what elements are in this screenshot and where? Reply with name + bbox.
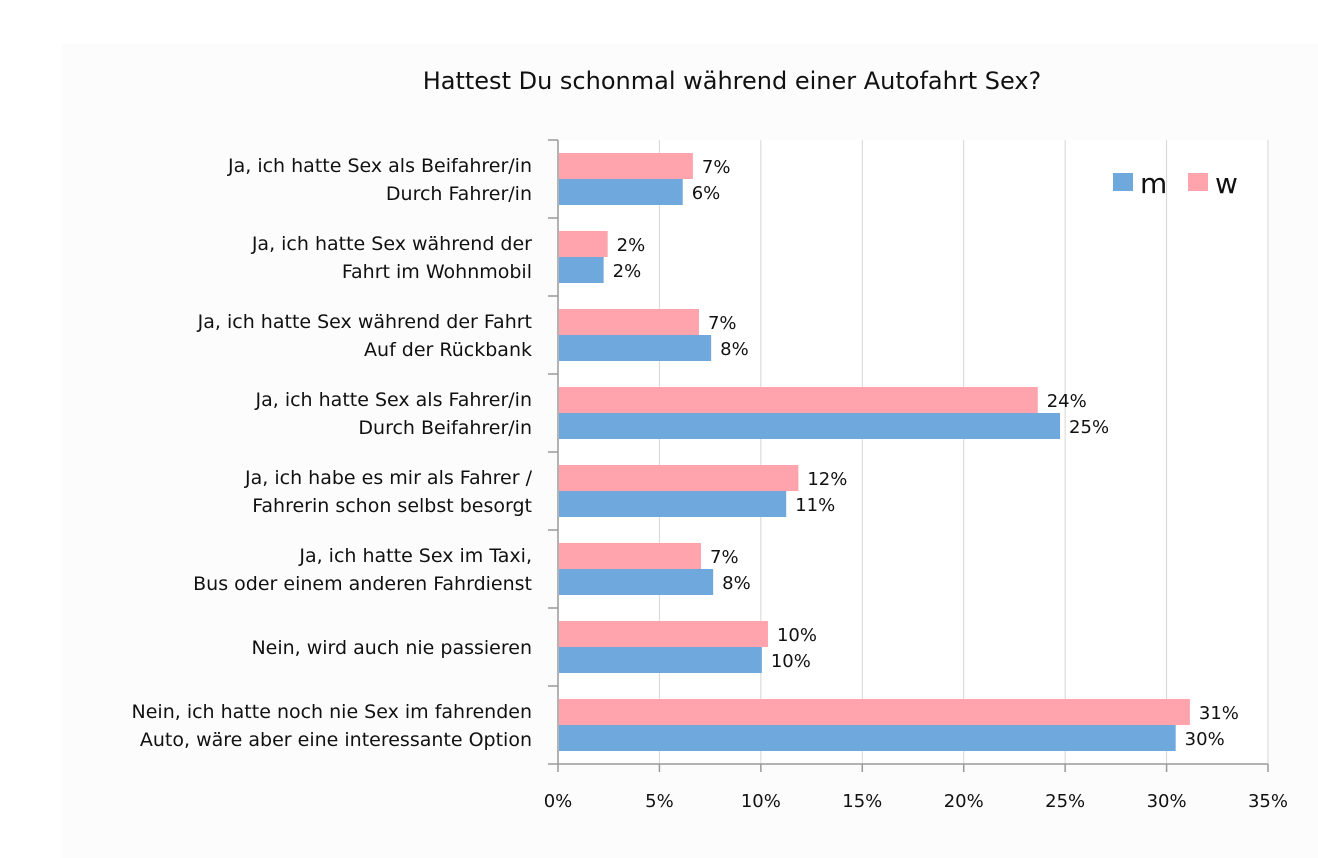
legend-label-w: w	[1215, 167, 1238, 200]
bar-m	[559, 725, 1176, 751]
x-tick-label: 5%	[645, 791, 674, 812]
category-label: Auf der Rückbank	[364, 339, 532, 361]
bar-m	[559, 335, 712, 361]
x-tick-label: 0%	[544, 791, 573, 812]
category-label: Ja, ich hatte Sex als Fahrer/in	[255, 389, 533, 411]
x-tick-label: 35%	[1248, 791, 1288, 812]
category-label: Durch Beifahrer/in	[358, 417, 532, 439]
bar-m	[559, 569, 714, 595]
bar-w	[559, 231, 608, 257]
legend-swatch-m	[1113, 173, 1133, 191]
data-label-m: 11%	[795, 495, 835, 516]
data-label-w: 12%	[807, 469, 847, 490]
bar-w	[559, 465, 799, 491]
chart-title: Hattest Du schonmal während einer Autofa…	[423, 67, 1042, 95]
x-tick-label: 15%	[842, 791, 882, 812]
bar-m	[559, 647, 762, 673]
x-tick-label: 30%	[1147, 791, 1187, 812]
data-label-w: 7%	[702, 157, 731, 178]
bar-w	[559, 309, 699, 335]
category-label: Ja, ich hatte Sex als Beifahrer/in	[227, 155, 532, 177]
data-label-m: 8%	[722, 573, 751, 594]
category-label: Nein, ich hatte noch nie Sex im fahrende…	[132, 701, 532, 723]
category-label: Fahrt im Wohnmobil	[342, 261, 532, 283]
category-label: Auto, wäre aber eine interessante Option	[140, 729, 532, 751]
bar-m	[559, 179, 683, 205]
data-label-m: 8%	[720, 339, 749, 360]
bar-m	[559, 413, 1061, 439]
bar-w	[559, 387, 1038, 413]
x-tick-label: 25%	[1045, 791, 1085, 812]
category-label: Nein, wird auch nie passieren	[251, 637, 532, 659]
data-label-w: 7%	[708, 313, 737, 334]
category-label: Ja, ich hatte Sex im Taxi,	[298, 545, 532, 567]
category-label: Ja, ich hatte Sex während der	[251, 233, 532, 255]
category-label: Ja, ich hatte Sex während der Fahrt	[197, 311, 532, 333]
bar-w	[559, 699, 1190, 725]
category-label: Ja, ich habe es mir als Fahrer /	[244, 467, 533, 489]
x-tick-label: 20%	[944, 791, 984, 812]
category-label: Fahrerin schon selbst besorgt	[252, 495, 532, 517]
data-label-m: 10%	[771, 651, 811, 672]
x-tick-label: 10%	[741, 791, 781, 812]
legend-label-m: m	[1140, 167, 1167, 200]
data-label-w: 2%	[617, 235, 646, 256]
bar-m	[559, 257, 604, 283]
bar-m	[559, 491, 787, 517]
data-label-m: 6%	[692, 183, 721, 204]
data-label-w: 10%	[777, 625, 817, 646]
bar-w	[559, 621, 768, 647]
bar-w	[559, 153, 693, 179]
category-label: Bus oder einem anderen Fahrdienst	[193, 573, 532, 595]
legend-swatch-w	[1188, 173, 1208, 191]
data-label-w: 31%	[1199, 703, 1239, 724]
data-label-m: 25%	[1069, 417, 1109, 438]
category-label: Durch Fahrer/in	[386, 183, 532, 205]
data-label-w: 7%	[710, 547, 739, 568]
bar-w	[559, 543, 701, 569]
data-label-m: 2%	[613, 261, 642, 282]
data-label-w: 24%	[1047, 391, 1087, 412]
data-label-m: 30%	[1185, 729, 1225, 750]
